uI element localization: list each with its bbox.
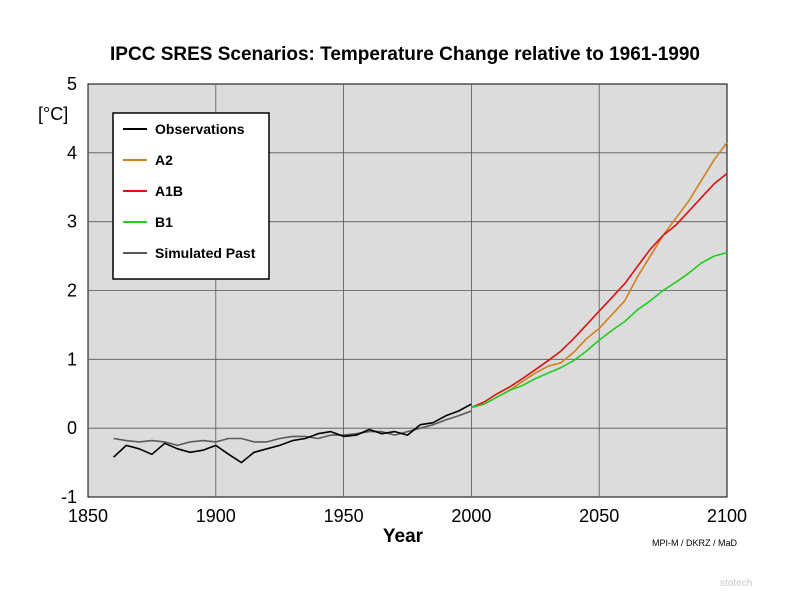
legend-box [112,112,270,280]
series-line-b1 [471,251,728,409]
x-tick-label: 1950 [324,506,364,526]
y-tick-label: 1 [67,349,77,369]
x-tick-label: 2000 [451,506,491,526]
x-tick-label: 2050 [579,506,619,526]
legend-label-b1: B1 [155,214,173,230]
series-layer [113,142,728,464]
x-tick-label: 2100 [707,506,747,526]
chart-title: IPCC SRES Scenarios: Temperature Change … [110,44,700,65]
legend-label-simulated-past: Simulated Past [155,245,256,261]
x-axis-label: Year [383,526,424,547]
y-tick-label: 2 [67,281,77,301]
x-tick-label: 1850 [68,506,108,526]
y-tick-label: 5 [67,74,77,94]
series-line-a2 [471,142,728,409]
tick-labels: 1850 1900 1950 2000 2050 2100 -1 0 1 2 3 4 5 [61,74,747,526]
series-line-observations [113,403,472,464]
series-line-simulated-past [113,410,472,447]
series-line-a1b [471,172,728,409]
legend: Observations A2 A1B B1 Simulated Past [112,112,270,280]
y-tick-label: 3 [67,212,77,232]
legend-label-a1b: A1B [155,183,183,199]
legend-label-a2: A2 [155,152,173,168]
watermark-text: stotech [720,578,752,589]
credit-annotation: MPI-M / DKRZ / MaD [652,538,737,548]
y-tick-label: 0 [67,418,77,438]
y-axis-unit: [°C] [38,104,68,124]
legend-label-observations: Observations [155,121,245,137]
y-tick-label: 4 [67,143,77,163]
x-tick-label: 1900 [196,506,236,526]
y-tick-label: -1 [61,487,77,507]
